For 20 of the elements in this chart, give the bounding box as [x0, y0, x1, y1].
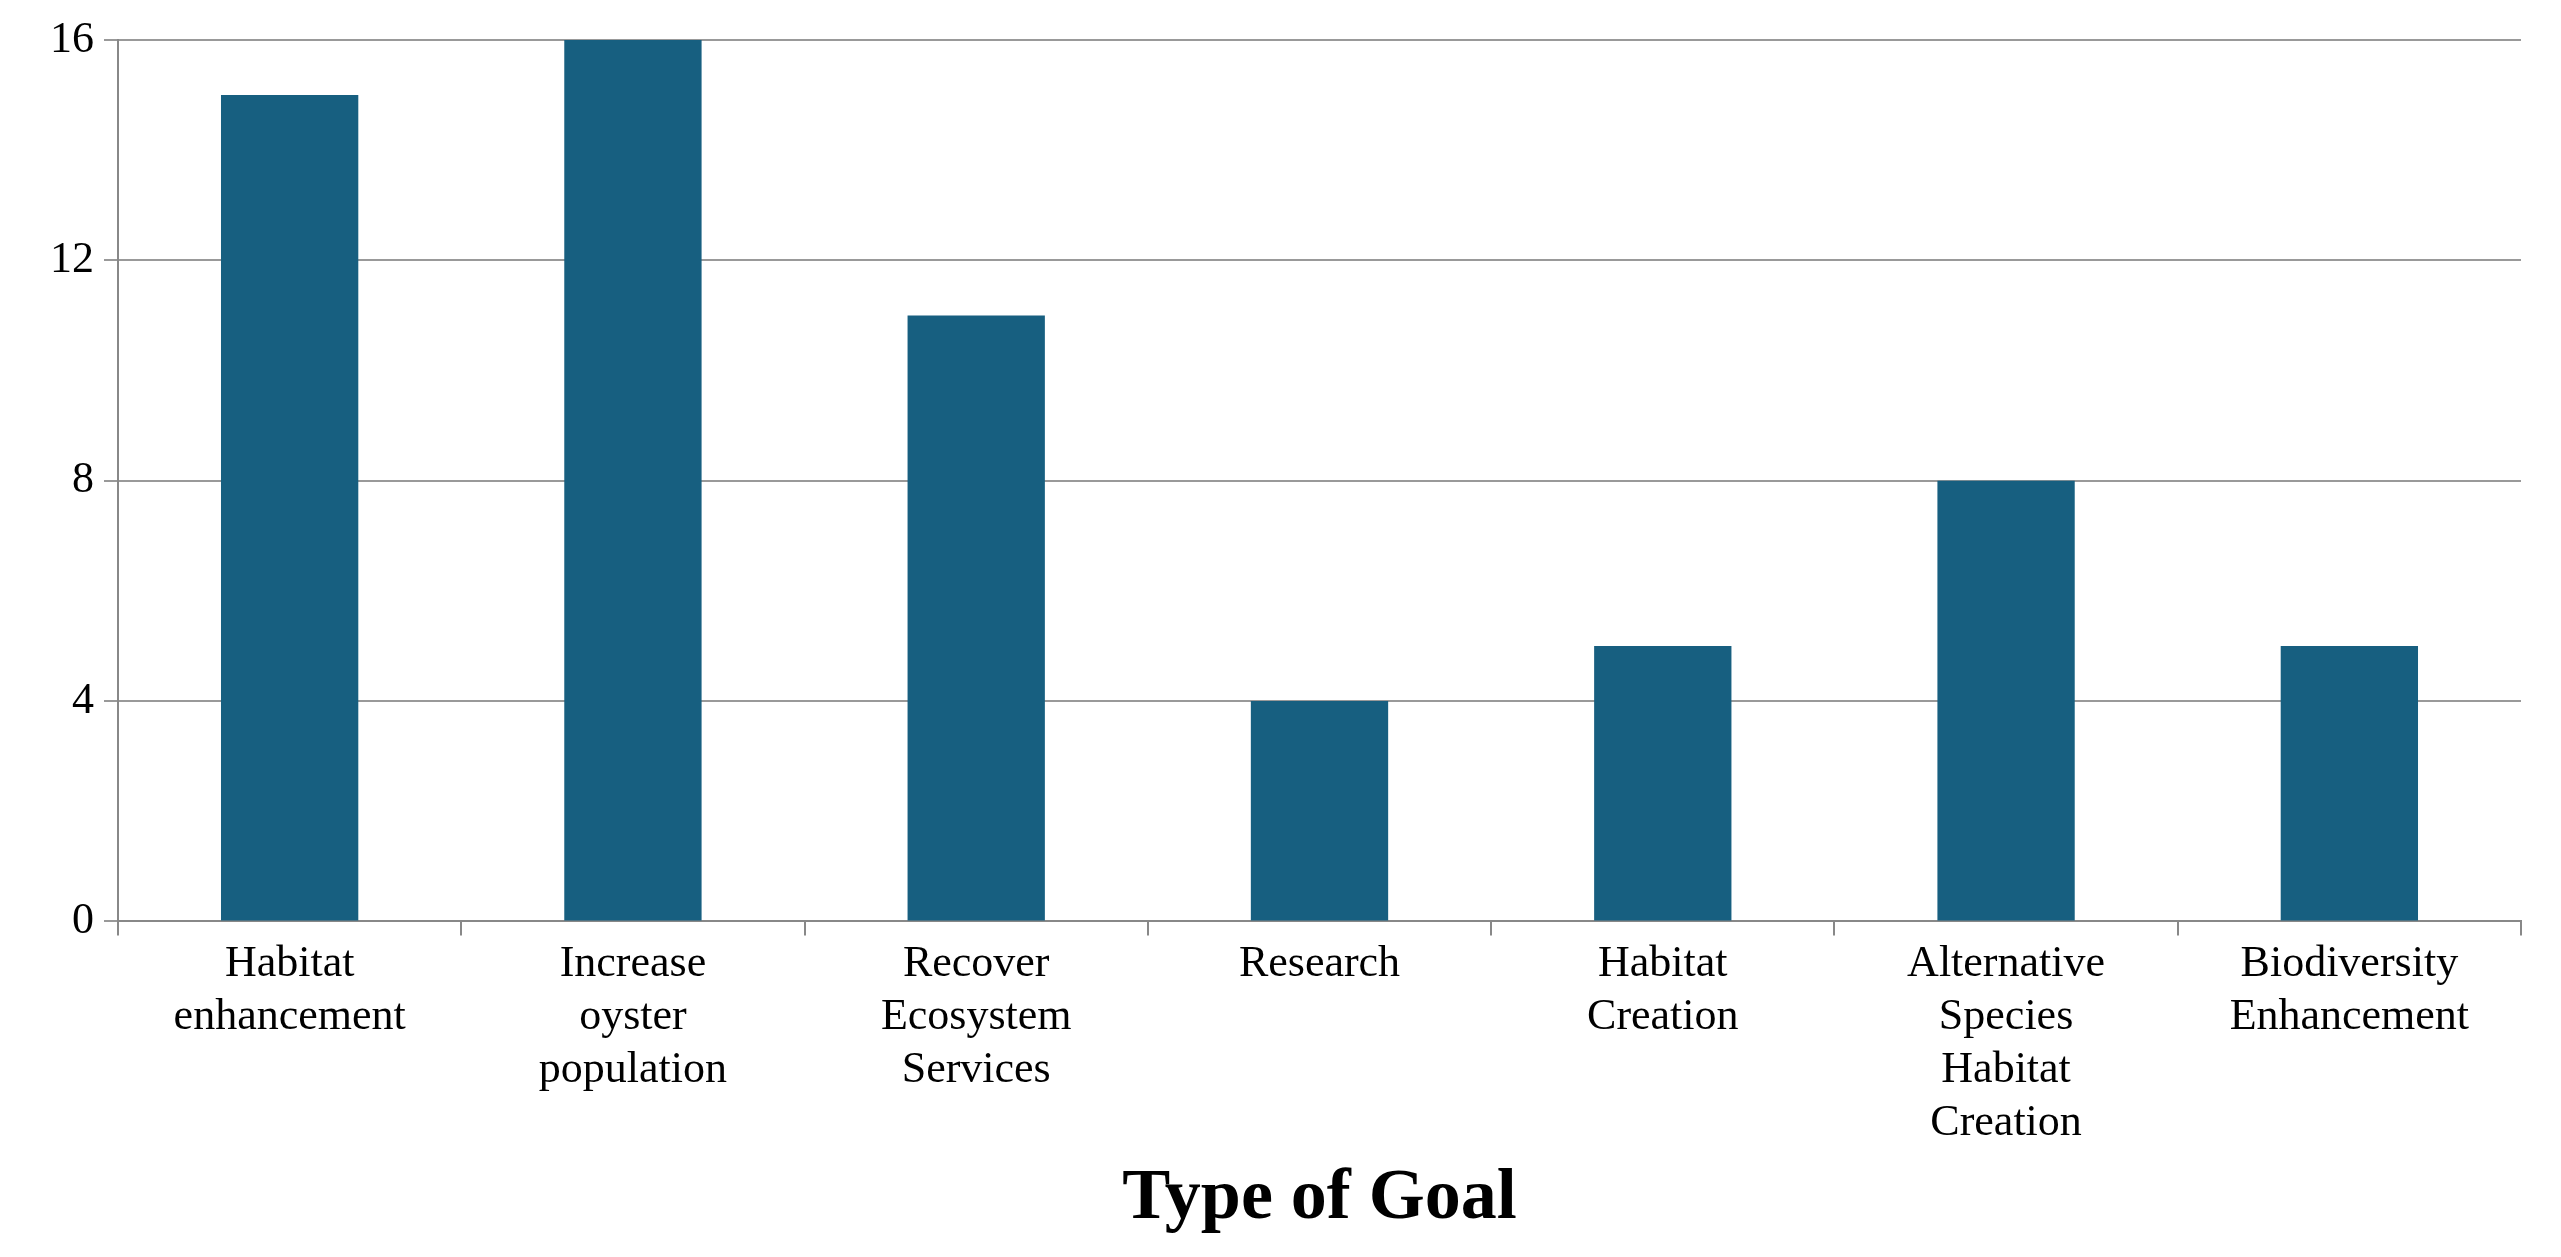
x-tick-label: Habitat Creation [1587, 937, 1739, 1040]
x-tick-label: Biodiversity Enhancement [2229, 937, 2470, 1040]
bar [1250, 701, 1389, 921]
x-tick-label: Alternative Species Habitat Creation [1907, 937, 2106, 1145]
x-tick-label: Habitat enhancement [173, 937, 406, 1040]
bar [1594, 645, 1732, 921]
x-tick-label: Increase oyster population [538, 937, 728, 1092]
y-tick-label: 16 [50, 12, 94, 62]
bar [907, 315, 1045, 921]
bar [564, 40, 702, 921]
x-tick-label: Recover Ecosystem Services [880, 937, 1072, 1092]
y-tick-label: 0 [72, 893, 94, 943]
bar [220, 95, 359, 921]
y-tick-label: 4 [72, 673, 94, 723]
y-tick-label: 8 [72, 453, 94, 503]
y-tick-label: 12 [50, 232, 94, 282]
x-tick-label: Research [1238, 937, 1401, 987]
bar [2280, 645, 2419, 921]
x-axis-title: Type of Goal [1122, 1154, 1517, 1235]
bar [1937, 480, 2075, 921]
